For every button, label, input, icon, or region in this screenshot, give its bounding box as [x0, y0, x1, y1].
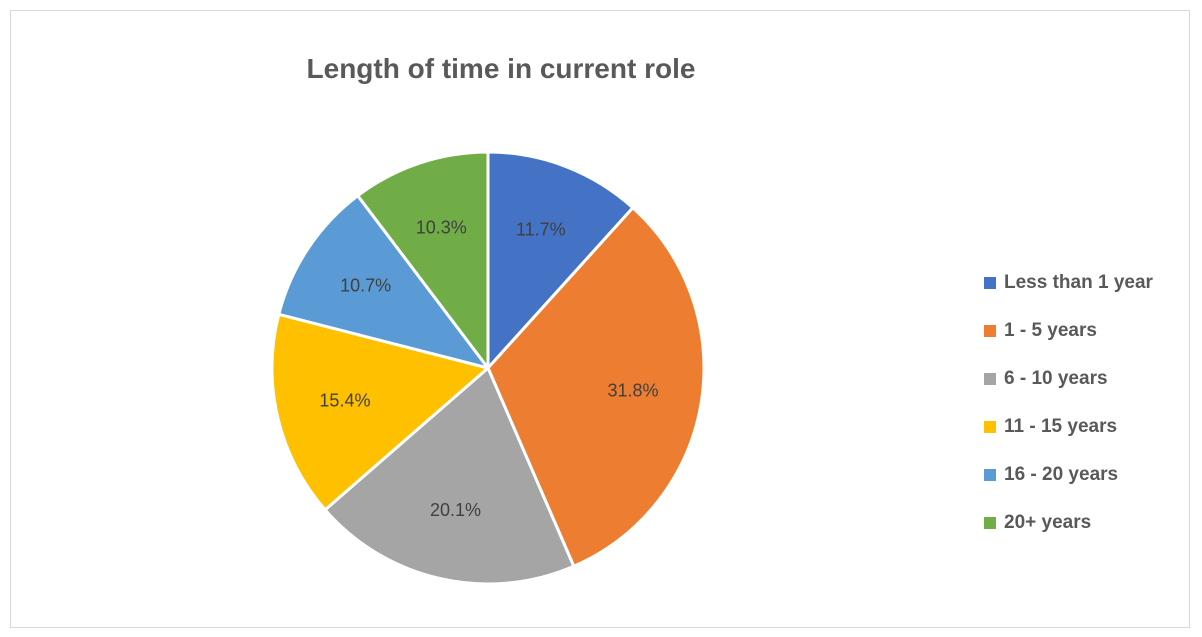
- pie-slice-5: [277, 194, 490, 370]
- data-label-1: 11.7%: [516, 220, 566, 240]
- legend-swatch: [984, 277, 996, 289]
- pie-slice-3: [323, 366, 576, 586]
- pie-slice-4: [270, 312, 490, 512]
- legend-label: 1 - 5 years: [1004, 320, 1097, 341]
- legend-item: 11 - 15 years: [984, 403, 1153, 451]
- legend-item: 16 - 20 years: [984, 451, 1153, 499]
- data-label-3: 20.1%: [430, 500, 481, 520]
- legend-swatch: [984, 517, 996, 529]
- legend-item: 20+ years: [984, 499, 1153, 547]
- legend-item: 6 - 10 years: [984, 355, 1153, 403]
- legend-label: 20+ years: [1004, 512, 1092, 533]
- legend-label: 11 - 15 years: [1004, 416, 1118, 437]
- pie-slice-2: [486, 206, 706, 568]
- legend-swatch: [984, 421, 996, 433]
- legend-swatch: [984, 469, 996, 481]
- legend: Less than 1 year 1 - 5 years 6 - 10 years 1…: [984, 259, 1153, 547]
- data-label-6: 10.3%: [416, 217, 467, 237]
- pie-slice-6: [356, 150, 490, 370]
- pie-slice-1: [486, 150, 635, 370]
- chart-frame: Length of time in current role 11.7% 31.8…: [10, 10, 1190, 628]
- legend-label: 16 - 20 years: [1004, 464, 1119, 485]
- legend-swatch: [984, 325, 996, 337]
- pie-chart: 11.7% 31.8% 20.1% 15.4% 10.7% 10.3%: [270, 150, 706, 586]
- data-label-2: 31.8%: [608, 381, 659, 401]
- data-label-5: 10.7%: [340, 275, 391, 295]
- data-label-4: 15.4%: [319, 391, 370, 411]
- chart-title: Length of time in current role: [306, 53, 696, 84]
- legend-item: 1 - 5 years: [984, 307, 1153, 355]
- legend-label: Less than 1 year: [1004, 272, 1153, 293]
- legend-label: 6 - 10 years: [1004, 368, 1108, 389]
- legend-swatch: [984, 373, 996, 385]
- legend-item: Less than 1 year: [984, 259, 1153, 307]
